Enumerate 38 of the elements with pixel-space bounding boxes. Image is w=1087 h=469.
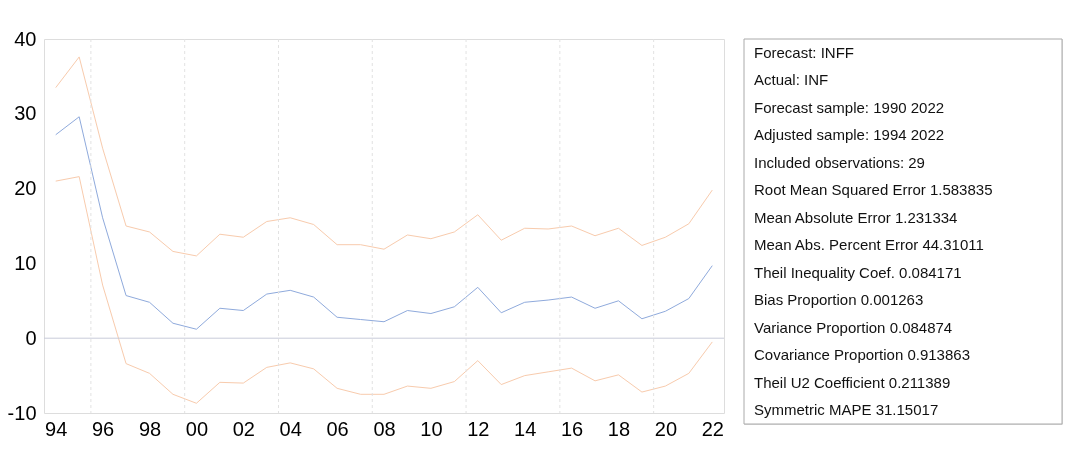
line-series [55,176,713,404]
x-tick-label: 16 [560,417,584,440]
text: Actual: INF [754,71,829,89]
y-tick-label: 20 [14,177,37,200]
text: Forecast sample: 1990 2022 [754,98,945,116]
y-tick-label: -10 [7,401,37,424]
text: Included observations: 29 [754,153,925,171]
x-tick-label: 22 [701,417,724,440]
x-tick-label: 00 [185,417,209,440]
line-series [55,116,713,330]
line-series [55,56,713,257]
x-tick-label: 98 [138,417,162,440]
x-tick-label: 96 [92,417,115,440]
x-tick-label: 04 [279,417,302,440]
x-tick-label: 14 [514,417,537,440]
text: Theil U2 Coefficient 0.211389 [754,373,951,391]
x-tick-label: 94 [45,417,68,440]
x-tick-label: 08 [373,417,396,440]
y-tick-label: 40 [14,27,37,50]
text: Adjusted sample: 1994 2022 [754,126,945,144]
x-tick-label: 20 [654,417,677,440]
text: Covariance Proportion 0.913863 [754,346,970,364]
x-tick-label: 12 [467,417,490,440]
y-tick-label: 10 [14,251,37,274]
x-tick-label: 02 [232,417,255,440]
x-tick-label: 18 [607,417,631,440]
x-tick-label: 10 [420,417,443,440]
text: Symmetric MAPE 31.15017 [754,401,939,419]
text: Root Mean Squared Error 1.583835 [754,181,993,199]
y-tick-label: 30 [14,102,37,125]
x-tick-label: 06 [326,417,349,440]
y-tick-label: 0 [25,326,37,349]
text: Variance Proportion 0.084874 [754,318,953,336]
text: Mean Absolute Error 1.231334 [754,208,958,226]
text: Bias Proportion 0.001263 [754,291,924,309]
text: Mean Abs. Percent Error 44.31011 [754,236,984,254]
text: Theil Inequality Coef. 0.084171 [754,263,962,281]
text: Forecast: INFF [754,43,855,61]
